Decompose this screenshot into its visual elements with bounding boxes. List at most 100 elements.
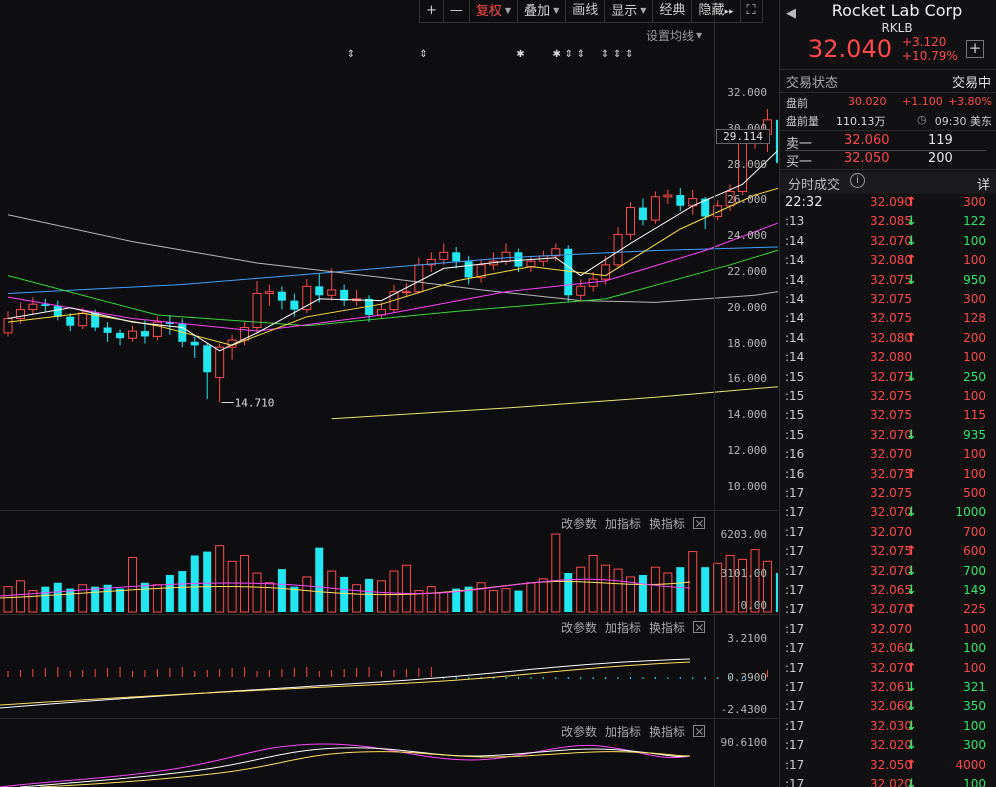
candle-body <box>128 330 137 339</box>
candle-body <box>452 252 461 262</box>
info-icon[interactable]: i <box>850 173 865 188</box>
ma-setting-menu[interactable]: 设置均线 ▼ <box>646 29 703 43</box>
volume-bar <box>66 588 75 612</box>
toolbar-button-5[interactable]: 显示 ▼ <box>605 0 654 23</box>
trade-tick-row: :17 32.020 ↓ 100 <box>780 777 996 787</box>
minus-icon[interactable]: — <box>443 0 470 23</box>
toolbar-button-7[interactable]: 隐藏▸▸ <box>692 0 741 23</box>
candle-body <box>140 331 149 337</box>
volume-bar <box>3 586 13 613</box>
volume-ma-line <box>0 580 691 599</box>
trade-tick-row: :13 32.085 ↓ 122 <box>785 214 986 230</box>
kline-chart-svg[interactable]: 14.710 ⇕ ⇕ ✱ ✱ ⇕ ⇕ ⇕ ⇕ ⇕ <box>0 0 778 787</box>
switch-indicator-button[interactable]: 换指标 <box>649 621 686 635</box>
toolbar-button-4[interactable]: 画线 <box>566 0 606 23</box>
volume-bar <box>91 586 100 612</box>
up-arrow-icon: ↑ <box>906 602 917 618</box>
volume-bar <box>613 568 623 613</box>
trade-tick-row: :17 32.070 ↓ 1000 <box>785 505 986 521</box>
down-arrow-icon: ↓ <box>906 233 917 249</box>
trades-header: 分时成交 i 详 <box>780 172 996 194</box>
down-arrow-icon: ↓ <box>906 718 917 734</box>
volume-bar <box>28 590 38 613</box>
detail-button[interactable]: 详 <box>976 178 990 193</box>
close-pane-icon[interactable] <box>693 517 706 529</box>
trade-tick-row: :17 32.020 ↓ 300 <box>785 738 986 754</box>
fullscreen-icon[interactable]: ⛶ <box>740 0 763 23</box>
macd-pane-divider[interactable] <box>0 614 778 615</box>
volume-bar <box>215 545 225 613</box>
divider <box>780 69 996 70</box>
sub-axis-label: 3.2100 <box>727 632 767 645</box>
ma120-line <box>7 246 778 294</box>
toolbar-button-3[interactable]: 叠加 ▼ <box>518 0 567 23</box>
volume-bar <box>701 567 710 612</box>
volume-bar <box>277 569 286 612</box>
candle-body <box>551 248 561 257</box>
volume-bar <box>389 570 399 613</box>
close-pane-icon[interactable] <box>693 621 706 633</box>
volume-bar <box>514 590 523 612</box>
event-marker-icon: ⇕ <box>601 49 609 60</box>
add-watchlist-icon[interactable]: + <box>966 40 984 58</box>
trade-tick-row: :14 32.075 128 <box>785 311 986 326</box>
price-axis-label: 24.000 <box>727 229 767 243</box>
volume-bar <box>725 554 735 613</box>
switch-indicator-button[interactable]: 换指标 <box>649 517 686 531</box>
price-axis-label: 16.000 <box>727 372 767 386</box>
trade-tick-row: :17 32.075 ↑ 600 <box>785 544 986 560</box>
trade-tick-row: :17 32.060 ↓ 100 <box>785 641 986 657</box>
volume-bar <box>638 574 647 612</box>
stock-code: RKLB <box>881 21 913 35</box>
trade-tick-row: :16 32.075 ↑ 100 <box>785 466 986 482</box>
candle-body <box>53 306 62 317</box>
candle-body <box>240 326 250 341</box>
trade-tick-row: :16 32.070 100 <box>785 447 986 462</box>
toolbar-button-2[interactable]: 复权 ▼ <box>469 0 519 23</box>
down-arrow-icon: ↓ <box>906 214 917 230</box>
modify-params-button[interactable]: 改参数 <box>561 517 598 531</box>
candle-body <box>401 291 411 294</box>
volume-bar <box>464 586 473 612</box>
candle-body <box>3 318 13 334</box>
add-indicator-button[interactable]: 加指标 <box>605 621 642 635</box>
candle-body <box>426 258 436 266</box>
volume-bar <box>738 558 748 613</box>
up-arrow-icon: ↑ <box>906 195 917 210</box>
sub-axis-label: 90.6100 <box>720 736 767 749</box>
volume-bar <box>264 582 274 613</box>
chart-toolbar: + — 复权 ▼ 叠加 ▼ 画线 显示 ▼ 经典 隐藏▸▸ ⛶ <box>419 0 763 23</box>
candle-body <box>476 264 486 278</box>
down-arrow-icon: ↓ <box>906 738 917 754</box>
candle-body <box>152 321 162 337</box>
price-axis-label: 18.000 <box>727 336 767 350</box>
volume-pane-divider[interactable] <box>0 510 778 511</box>
kline-chart-area[interactable]: 14.710 ⇕ ⇕ ✱ ✱ ⇕ ⇕ ⇕ ⇕ ⇕ + — 复权 ▼ 叠加 ▼ 画线 显示 ▼ 经典 隐藏▸▸ ⛶ 设置均… <box>0 0 778 787</box>
crosshair-plus-icon[interactable]: + <box>420 0 444 23</box>
volume-bar <box>165 574 174 612</box>
candle-body <box>315 286 324 296</box>
toolbar-button-6[interactable]: 经典 <box>653 0 693 23</box>
trade-tick-row: :14 32.075 ↓ 950 <box>785 272 986 288</box>
last-price: 32.040 <box>808 35 892 63</box>
candle-body <box>601 264 611 280</box>
add-indicator-button[interactable]: 加指标 <box>605 725 642 739</box>
trade-tick-row: :17 32.070 700 <box>785 524 986 539</box>
ma20-line <box>7 222 778 332</box>
sub-axis-label: 3101.00 <box>720 567 767 580</box>
switch-indicator-button[interactable]: 换指标 <box>649 725 686 739</box>
candle-body <box>203 345 212 373</box>
sub-axis-label: 0.00 <box>740 599 768 612</box>
add-indicator-button[interactable]: 加指标 <box>605 517 642 531</box>
volume-bar <box>401 564 411 613</box>
kdj-pane-divider[interactable] <box>0 718 778 719</box>
candle-body <box>103 327 112 333</box>
modify-params-button[interactable]: 改参数 <box>561 621 598 635</box>
back-arrow-icon[interactable]: ◀ <box>786 6 796 21</box>
candle-body <box>290 300 299 310</box>
candle-body <box>638 207 647 221</box>
close-pane-icon[interactable] <box>693 725 706 737</box>
candle-body <box>365 298 374 315</box>
candle-body <box>725 190 735 207</box>
modify-params-button[interactable]: 改参数 <box>561 725 598 739</box>
